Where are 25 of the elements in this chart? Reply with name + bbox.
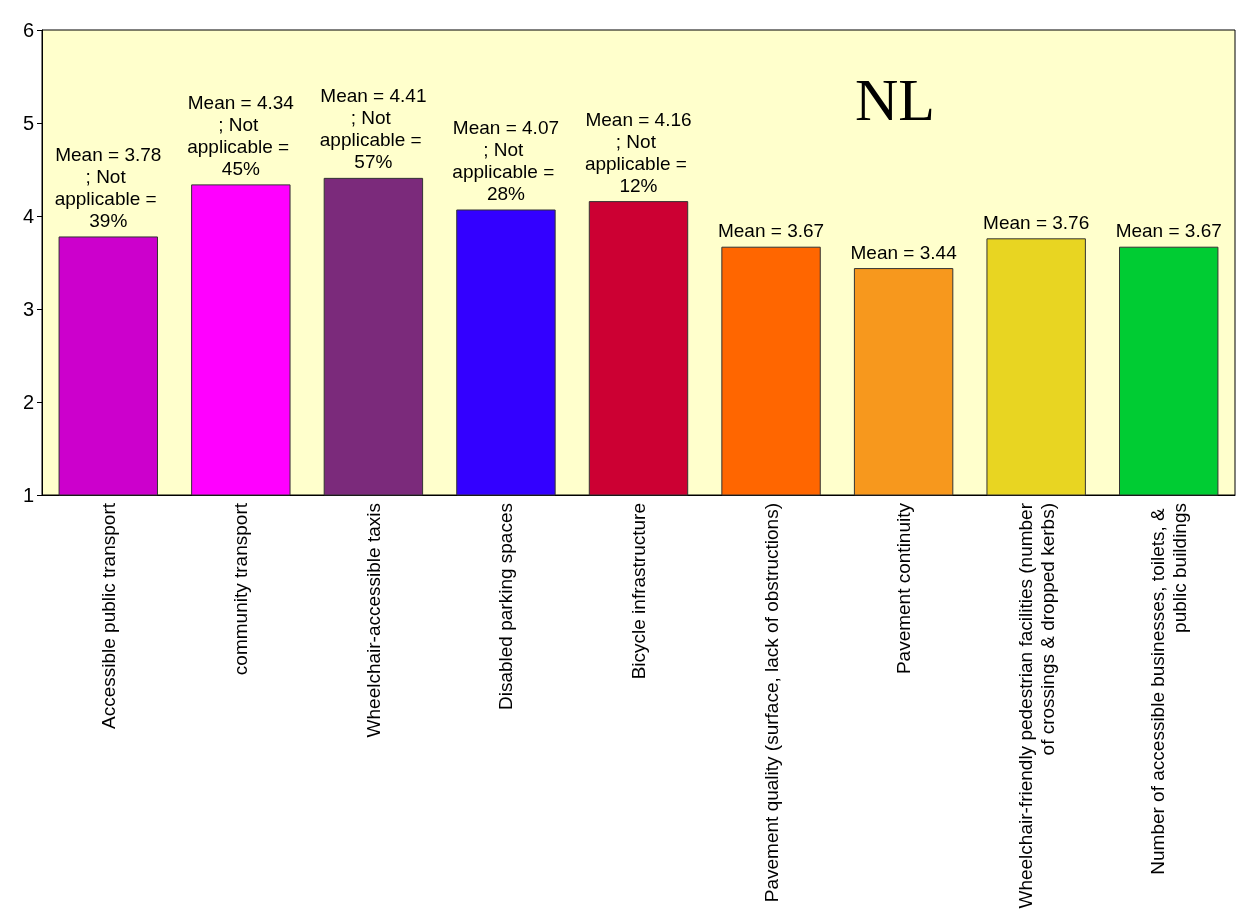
y-tick-label: 1 — [22, 484, 34, 506]
data-label: Mean = 3.76 — [983, 211, 1090, 233]
x-tick-label: Pavement continuity — [893, 502, 915, 675]
x-tick-label: Bicycle infrastructure — [628, 503, 649, 680]
x-tick-label: Accessible public transport — [97, 502, 119, 729]
y-tick-label: 6 — [22, 19, 34, 41]
y-tick-label: 4 — [22, 205, 34, 227]
x-tick-label: Pavement quality (surface, lack of obstructions) — [760, 503, 782, 903]
x-tick-label: Number of accessible businesses, toilets, & public buildings — [1147, 503, 1191, 875]
y-tick-label: 2 — [22, 391, 34, 413]
text: NL — [855, 67, 935, 133]
data-label: Mean = 4.34; Not applicable = 45% — [187, 91, 295, 179]
y-tick-label: 3 — [22, 298, 34, 320]
x-tick-label: community transport — [230, 502, 252, 676]
x-tick-label: Wheelchair-friendly pedestrian facilities (number of crossings & dropped kerbs) — [1014, 502, 1058, 909]
y-tick-label: 5 — [22, 112, 34, 134]
data-label: Mean = 4.16; Not applicable = 12% — [584, 108, 693, 196]
x-tick-label: Disabled parking spaces — [495, 503, 517, 711]
data-label: Mean = 3.67 — [1115, 220, 1222, 242]
data-label: Mean = 3.44 — [850, 241, 958, 263]
data-label: Mean = 3.78; Not applicable = 39% — [54, 143, 162, 231]
data-label: Mean = 3.67 — [717, 220, 825, 242]
data-label: Mean = 4.07; Not applicable = 28% — [452, 116, 560, 204]
x-tick-label: Wheelchair-accessible taxis — [362, 503, 384, 738]
data-label: Mean = 4.41; Not applicable = 57% — [319, 85, 427, 173]
